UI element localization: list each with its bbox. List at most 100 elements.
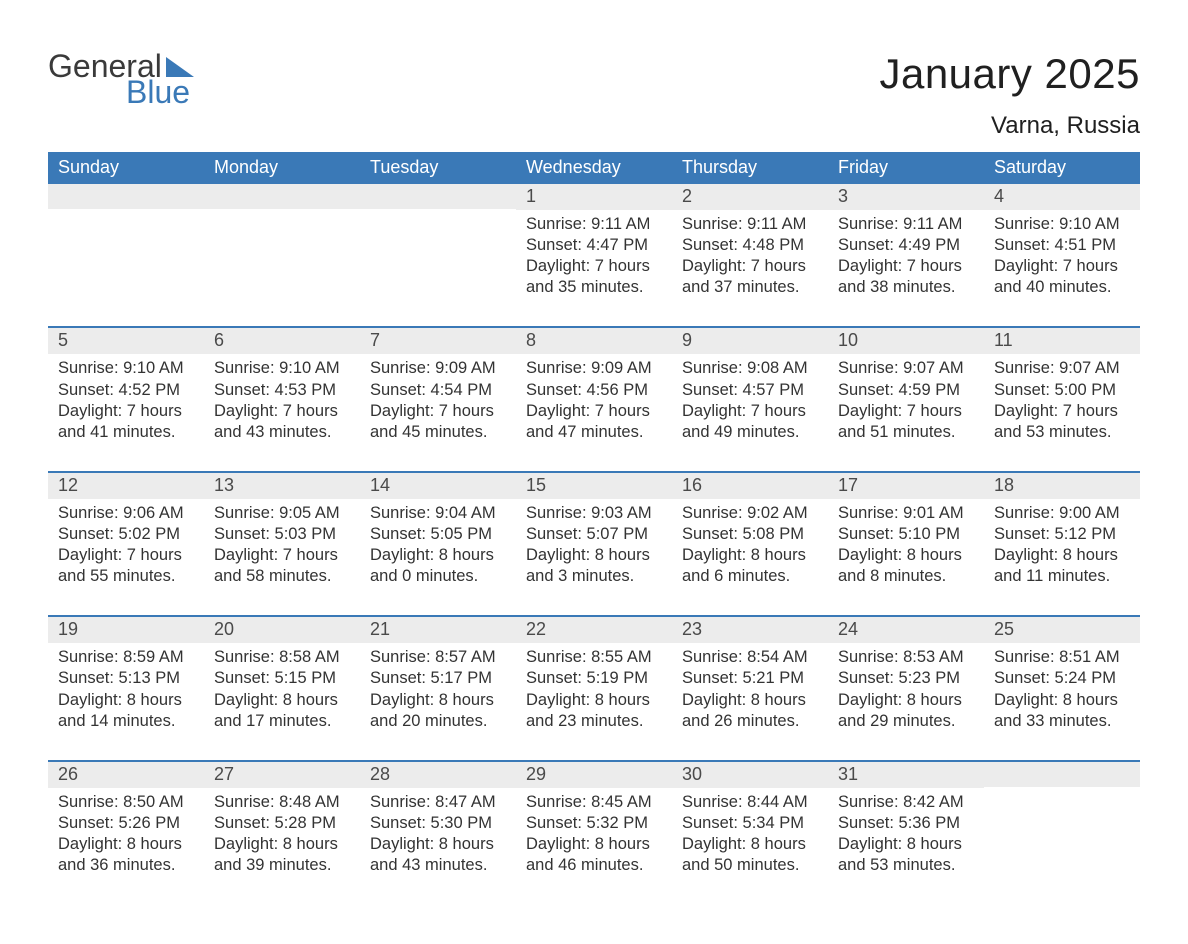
calendar-day-cell: 24 Sunrise: 8:53 AMSunset: 5:23 PMDayligh… <box>828 616 984 760</box>
day-details: Sunrise: 9:00 AMSunset: 5:12 PMDaylight:… <box>994 503 1130 587</box>
daylight-text: Daylight: 7 hours and 49 minutes. <box>682 401 818 443</box>
sunrise-text: Sunrise: 8:50 AM <box>58 792 194 813</box>
day-number: 13 <box>204 473 360 499</box>
calendar-day-cell: 7Sunrise: 9:09 AMSunset: 4:54 PMDaylight… <box>360 327 516 471</box>
sunset-text: Sunset: 4:49 PM <box>838 235 974 256</box>
sunset-text: Sunset: 5:12 PM <box>994 524 1130 545</box>
sunset-text: Sunset: 5:10 PM <box>838 524 974 545</box>
sunset-text: Sunset: 5:03 PM <box>214 524 350 545</box>
day-header: Wednesday <box>516 152 672 184</box>
daylight-text: Daylight: 7 hours and 35 minutes. <box>526 256 662 298</box>
calendar-day-cell: 11Sunrise: 9:07 AMSunset: 5:00 PMDayligh… <box>984 327 1140 471</box>
daylight-text: Daylight: 8 hours and 50 minutes. <box>682 834 818 876</box>
day-header: Thursday <box>672 152 828 184</box>
calendar-day-cell: 12 Sunrise: 9:06 AMSunset: 5:02 PMDayligh… <box>48 472 204 616</box>
sunset-text: Sunset: 5:30 PM <box>370 813 506 834</box>
sunrise-text: Sunrise: 8:53 AM <box>838 647 974 668</box>
sunrise-text: Sunrise: 9:11 AM <box>682 214 818 235</box>
sunrise-text: Sunrise: 9:09 AM <box>526 358 662 379</box>
daylight-text: Daylight: 7 hours and 37 minutes. <box>682 256 818 298</box>
day-number <box>48 184 204 209</box>
sunrise-text: Sunrise: 9:05 AM <box>214 503 350 524</box>
day-number <box>360 184 516 209</box>
sunrise-text: Sunrise: 9:01 AM <box>838 503 974 524</box>
day-details: Sunrise: 8:53 AMSunset: 5:23 PMDaylight:… <box>838 647 974 731</box>
day-number: 1 <box>516 184 672 210</box>
sunset-text: Sunset: 5:23 PM <box>838 668 974 689</box>
day-details: Sunrise: 9:08 AMSunset: 4:57 PMDaylight:… <box>682 358 818 442</box>
daylight-text: Daylight: 8 hours and 14 minutes. <box>58 690 194 732</box>
calendar-day-cell: 4Sunrise: 9:10 AMSunset: 4:51 PMDaylight… <box>984 184 1140 327</box>
sunset-text: Sunset: 5:26 PM <box>58 813 194 834</box>
day-number: 23 <box>672 617 828 643</box>
calendar-day-cell: 23Sunrise: 8:54 AMSunset: 5:21 PMDayligh… <box>672 616 828 760</box>
sunrise-text: Sunrise: 9:07 AM <box>838 358 974 379</box>
day-number: 12 <box>48 473 204 499</box>
sunset-text: Sunset: 5:34 PM <box>682 813 818 834</box>
daylight-text: Daylight: 8 hours and 0 minutes. <box>370 545 506 587</box>
logo: General Blue <box>48 50 194 108</box>
sunset-text: Sunset: 5:07 PM <box>526 524 662 545</box>
sunrise-text: Sunrise: 9:02 AM <box>682 503 818 524</box>
day-details: Sunrise: 9:09 AMSunset: 4:54 PMDaylight:… <box>370 358 506 442</box>
calendar-day-cell: 5Sunrise: 9:10 AMSunset: 4:52 PMDaylight… <box>48 327 204 471</box>
sunrise-text: Sunrise: 9:09 AM <box>370 358 506 379</box>
sunrise-text: Sunrise: 9:06 AM <box>58 503 194 524</box>
calendar-day-cell: 8Sunrise: 9:09 AMSunset: 4:56 PMDaylight… <box>516 327 672 471</box>
calendar-empty-cell <box>204 184 360 327</box>
sunset-text: Sunset: 4:59 PM <box>838 380 974 401</box>
day-number: 14 <box>360 473 516 499</box>
calendar-day-cell: 20Sunrise: 8:58 AMSunset: 5:15 PMDayligh… <box>204 616 360 760</box>
calendar-day-cell: 29 Sunrise: 8:45 AMSunset: 5:32 PMDayligh… <box>516 761 672 904</box>
daylight-text: Daylight: 7 hours and 53 minutes. <box>994 401 1130 443</box>
daylight-text: Daylight: 7 hours and 55 minutes. <box>58 545 194 587</box>
location-label: Varna, Russia <box>879 112 1140 140</box>
calendar-day-cell: 10 Sunrise: 9:07 AMSunset: 4:59 PMDayligh… <box>828 327 984 471</box>
daylight-text: Daylight: 8 hours and 39 minutes. <box>214 834 350 876</box>
day-details: Sunrise: 8:48 AMSunset: 5:28 PMDaylight:… <box>214 792 350 876</box>
sunrise-text: Sunrise: 9:07 AM <box>994 358 1130 379</box>
calendar-empty-cell <box>984 761 1140 904</box>
sunset-text: Sunset: 4:47 PM <box>526 235 662 256</box>
sunrise-text: Sunrise: 8:45 AM <box>526 792 662 813</box>
day-number: 29 <box>516 762 672 788</box>
calendar-day-cell: 2Sunrise: 9:11 AMSunset: 4:48 PMDaylight… <box>672 184 828 327</box>
daylight-text: Daylight: 7 hours and 43 minutes. <box>214 401 350 443</box>
day-header: Tuesday <box>360 152 516 184</box>
sunrise-text: Sunrise: 9:00 AM <box>994 503 1130 524</box>
calendar-day-cell: 3Sunrise: 9:11 AMSunset: 4:49 PMDaylight… <box>828 184 984 327</box>
sunset-text: Sunset: 4:54 PM <box>370 380 506 401</box>
sunrise-text: Sunrise: 9:10 AM <box>214 358 350 379</box>
day-number: 10 <box>828 328 984 354</box>
day-header-row: Sunday Monday Tuesday Wednesday Thursday… <box>48 152 1140 184</box>
day-details: Sunrise: 8:44 AMSunset: 5:34 PMDaylight:… <box>682 792 818 876</box>
sunrise-text: Sunrise: 8:48 AM <box>214 792 350 813</box>
day-number: 19 <box>48 617 204 643</box>
daylight-text: Daylight: 8 hours and 11 minutes. <box>994 545 1130 587</box>
day-details: Sunrise: 8:45 AMSunset: 5:32 PMDaylight:… <box>526 792 662 876</box>
day-number: 31 <box>828 762 984 788</box>
sunset-text: Sunset: 5:02 PM <box>58 524 194 545</box>
calendar-day-cell: 15Sunrise: 9:03 AMSunset: 5:07 PMDayligh… <box>516 472 672 616</box>
page-title: January 2025 <box>879 50 1140 98</box>
sunrise-text: Sunrise: 8:59 AM <box>58 647 194 668</box>
day-number: 4 <box>984 184 1140 210</box>
sunset-text: Sunset: 5:32 PM <box>526 813 662 834</box>
day-details: Sunrise: 9:07 AMSunset: 5:00 PMDaylight:… <box>994 358 1130 442</box>
day-number: 24 <box>828 617 984 643</box>
daylight-text: Daylight: 7 hours and 45 minutes. <box>370 401 506 443</box>
calendar-empty-cell <box>48 184 204 327</box>
daylight-text: Daylight: 8 hours and 20 minutes. <box>370 690 506 732</box>
day-details: Sunrise: 8:57 AMSunset: 5:17 PMDaylight:… <box>370 647 506 731</box>
day-details: Sunrise: 8:50 AMSunset: 5:26 PMDaylight:… <box>58 792 194 876</box>
sunset-text: Sunset: 4:57 PM <box>682 380 818 401</box>
daylight-text: Daylight: 7 hours and 51 minutes. <box>838 401 974 443</box>
logo-word-2: Blue <box>126 76 194 108</box>
calendar-day-cell: 16Sunrise: 9:02 AMSunset: 5:08 PMDayligh… <box>672 472 828 616</box>
calendar-day-cell: 9Sunrise: 9:08 AMSunset: 4:57 PMDaylight… <box>672 327 828 471</box>
day-number: 22 <box>516 617 672 643</box>
sunrise-text: Sunrise: 8:57 AM <box>370 647 506 668</box>
day-details: Sunrise: 9:06 AMSunset: 5:02 PMDaylight:… <box>58 503 194 587</box>
daylight-text: Daylight: 8 hours and 36 minutes. <box>58 834 194 876</box>
calendar-week-row: 26Sunrise: 8:50 AMSunset: 5:26 PMDayligh… <box>48 761 1140 904</box>
